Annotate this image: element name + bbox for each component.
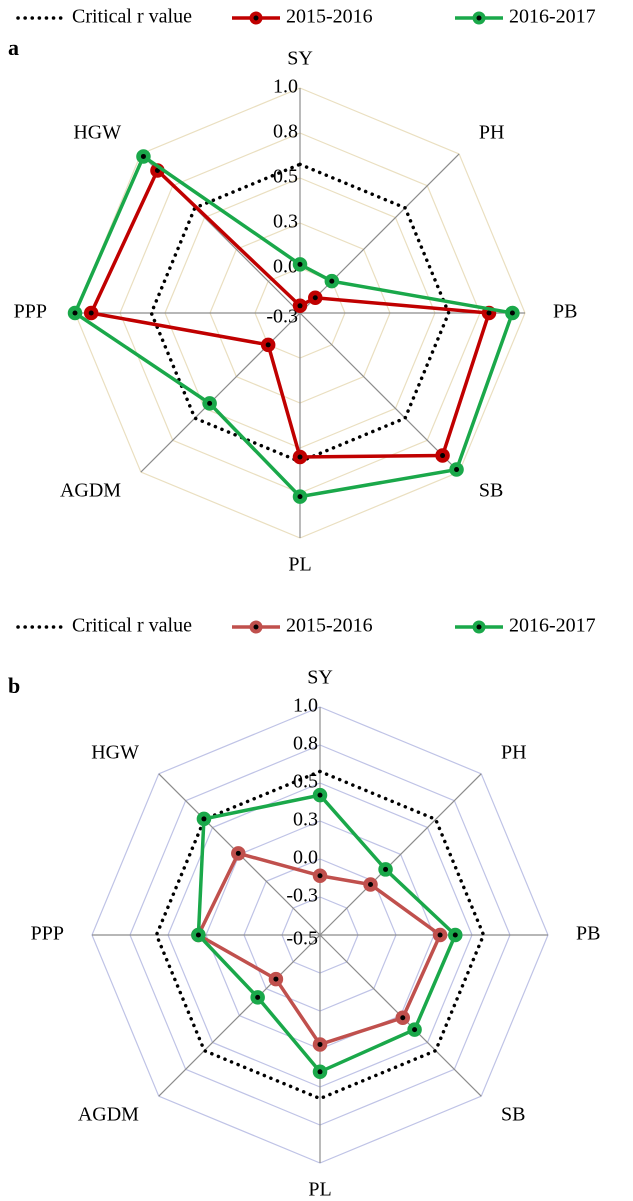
marker-dot xyxy=(383,866,389,872)
category-label: SY xyxy=(287,48,313,70)
legend-label: Critical r value xyxy=(72,615,192,637)
tick-label: 1.0 xyxy=(293,695,318,717)
panel-label: a xyxy=(8,35,19,60)
marker-dot xyxy=(509,310,515,316)
category-label: SB xyxy=(501,1104,525,1126)
legend-dot xyxy=(476,15,482,21)
legend-dot xyxy=(253,15,259,21)
marker-dot xyxy=(312,295,318,301)
tick-label: 0.3 xyxy=(273,211,298,233)
marker-dot xyxy=(201,816,207,822)
spoke xyxy=(299,153,460,314)
marker-dot xyxy=(317,873,323,879)
category-label: PB xyxy=(576,923,600,945)
tick-label: 0.0 xyxy=(273,256,298,278)
category-label: AGDM xyxy=(60,479,121,501)
spoke xyxy=(299,312,460,473)
legend-dot xyxy=(253,624,259,630)
tick-label: 0.0 xyxy=(293,847,318,869)
category-label: HGW xyxy=(91,742,139,764)
marker-dot xyxy=(72,310,78,316)
category-label: PPP xyxy=(14,301,47,323)
category-label: SY xyxy=(307,667,333,689)
marker-dot xyxy=(195,932,201,938)
marker-dot xyxy=(140,153,146,159)
tick-label: 0.5 xyxy=(293,771,318,793)
panel-label: b xyxy=(8,673,20,698)
spoke xyxy=(158,934,321,1097)
legend-label: 2016-2017 xyxy=(509,6,596,28)
marker-dot xyxy=(452,932,458,938)
marker-dot xyxy=(368,881,374,887)
legend-label: 2016-2017 xyxy=(509,615,596,637)
marker-dot xyxy=(317,1069,323,1075)
marker-dot xyxy=(400,1015,406,1021)
marker-dot xyxy=(297,494,303,500)
marker-dot xyxy=(317,792,323,798)
marker-dot xyxy=(235,850,241,856)
tick-label: 1.0 xyxy=(273,76,298,98)
marker-dot xyxy=(88,310,94,316)
marker-dot xyxy=(265,342,271,348)
marker-dot xyxy=(317,1041,323,1047)
marker-dot xyxy=(454,467,460,473)
marker-dot xyxy=(486,310,492,316)
marker-dot xyxy=(412,1027,418,1033)
tick-label: -0.5 xyxy=(286,928,318,950)
marker-dot xyxy=(297,454,303,460)
category-label: PH xyxy=(501,742,527,764)
marker-dot xyxy=(297,261,303,267)
tick-label: 0.5 xyxy=(273,166,298,188)
tick-label: -0.3 xyxy=(266,306,298,328)
category-label: AGDM xyxy=(78,1104,139,1126)
category-label: HGW xyxy=(73,122,121,144)
marker-dot xyxy=(255,994,261,1000)
category-label: PL xyxy=(288,554,311,576)
legend-label: 2015-2016 xyxy=(286,615,373,637)
category-label: PPP xyxy=(31,923,64,945)
marker-dot xyxy=(437,932,443,938)
category-label: PB xyxy=(553,301,577,323)
category-label: PL xyxy=(308,1179,331,1201)
legend-label: Critical r value xyxy=(72,6,192,28)
category-label: PH xyxy=(479,122,505,144)
marker-dot xyxy=(207,400,213,406)
marker-dot xyxy=(440,453,446,459)
marker-dot xyxy=(273,976,279,982)
legend-label: 2015-2016 xyxy=(286,6,373,28)
tick-label: -0.3 xyxy=(286,885,318,907)
legend-dot xyxy=(476,624,482,630)
marker-dot xyxy=(329,278,335,284)
tick-label: 0.8 xyxy=(273,121,298,143)
tick-label: 0.3 xyxy=(293,809,318,831)
spoke xyxy=(319,773,482,936)
category-label: SB xyxy=(479,479,503,501)
marker-dot xyxy=(154,167,160,173)
tick-label: 0.8 xyxy=(293,733,318,755)
marker-dot xyxy=(297,303,303,309)
spoke xyxy=(140,312,301,473)
